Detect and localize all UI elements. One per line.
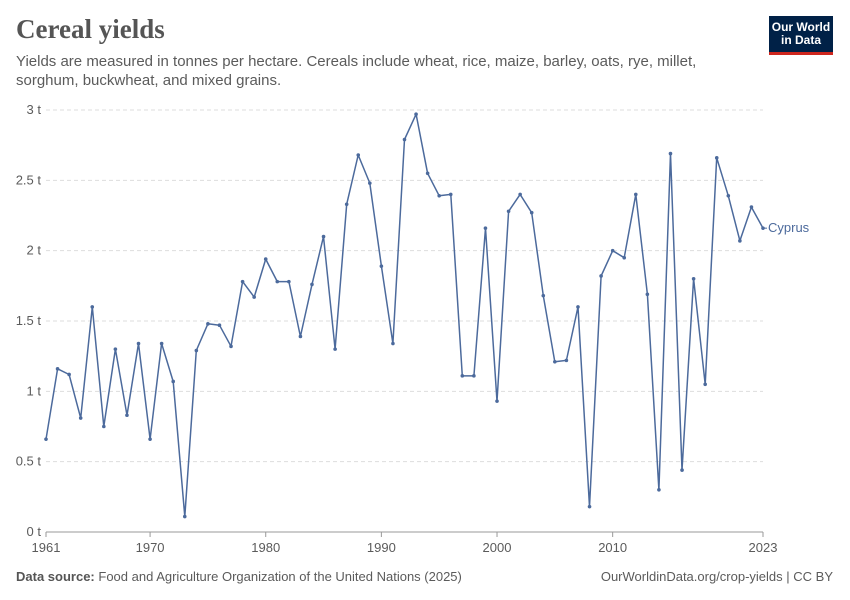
data-point — [379, 264, 384, 268]
series-label-cyprus: Cyprus — [768, 220, 810, 235]
data-point — [55, 367, 60, 371]
data-point — [356, 153, 361, 157]
data-point — [310, 282, 314, 287]
data-point — [217, 323, 222, 328]
data-point — [460, 374, 465, 378]
data-point — [622, 255, 627, 260]
data-point — [344, 202, 349, 207]
data-point — [333, 347, 337, 351]
data-point — [368, 181, 372, 185]
chart-subtitle: Yields are measured in tonnes per hectar… — [16, 53, 697, 89]
data-point — [425, 171, 430, 176]
data-point — [448, 192, 453, 197]
data-point — [495, 399, 499, 403]
data-point — [680, 468, 684, 472]
logo-line-2: in Data — [780, 33, 821, 47]
data-point — [136, 341, 141, 346]
data-point — [587, 504, 592, 509]
data-source-label: Data source: — [16, 569, 95, 584]
x-tick-label: 2010 — [598, 540, 627, 555]
data-point — [252, 295, 256, 299]
data-source: Data source: Food and Agriculture Organi… — [16, 569, 462, 584]
series-line-cyprus — [45, 113, 764, 518]
data-point — [541, 293, 546, 298]
data-point — [171, 379, 176, 384]
data-point — [657, 488, 661, 492]
x-tick-label: 2000 — [483, 540, 512, 555]
data-source-text: Food and Agriculture Organization of the… — [98, 569, 462, 584]
data-point — [159, 341, 164, 346]
data-point — [483, 226, 488, 230]
data-point — [668, 151, 673, 156]
data-point — [564, 358, 569, 363]
y-tick-label: 1.5 t — [16, 313, 42, 328]
data-point — [576, 305, 580, 309]
data-point — [518, 192, 522, 197]
data-point — [113, 347, 118, 351]
x-tick-label: 1980 — [251, 540, 280, 555]
data-point — [749, 205, 754, 209]
data-point — [738, 239, 742, 243]
data-point — [645, 292, 650, 297]
data-point — [182, 514, 187, 519]
data-point — [263, 257, 268, 261]
data-point — [553, 359, 557, 364]
y-tick-label: 3 t — [27, 102, 42, 117]
data-point — [391, 341, 395, 346]
data-point — [610, 248, 615, 253]
data-point — [529, 210, 534, 215]
x-tick-label: 1990 — [367, 540, 396, 555]
data-point — [714, 156, 719, 160]
data-point — [298, 334, 303, 339]
data-point — [67, 372, 71, 377]
x-tick-label: 1961 — [32, 540, 61, 555]
data-point — [44, 437, 48, 441]
data-point — [472, 374, 476, 378]
data-point — [321, 234, 326, 239]
data-point — [506, 209, 511, 214]
data-point — [275, 279, 280, 284]
y-tick-label: 2 t — [27, 243, 42, 258]
data-point — [148, 437, 152, 441]
chart-title: Cereal yields — [16, 14, 165, 44]
data-point — [633, 192, 638, 197]
data-point — [90, 305, 95, 309]
x-tick-label: 2023 — [749, 540, 778, 555]
data-point — [437, 194, 441, 198]
y-tick-label: 0.5 t — [16, 454, 42, 469]
data-point — [414, 112, 418, 117]
data-point — [761, 226, 765, 230]
logo-line-1: Our World — [771, 20, 831, 34]
data-point — [691, 277, 696, 281]
data-point — [599, 274, 603, 278]
data-point — [726, 194, 731, 198]
data-point — [194, 348, 199, 353]
x-tick-label: 1970 — [136, 540, 165, 555]
owid-logo[interactable]: Our World in Data — [769, 16, 833, 55]
data-point — [102, 424, 106, 429]
data-point — [240, 279, 245, 284]
data-point — [703, 382, 707, 387]
data-point — [287, 279, 291, 284]
source-link[interactable]: OurWorldinData.org/crop-yields | CC BY — [600, 569, 833, 584]
data-point — [229, 344, 233, 349]
data-point — [78, 416, 83, 420]
data-point — [206, 322, 210, 326]
y-tick-label: 1 t — [27, 383, 42, 398]
y-tick-label: 2.5 t — [16, 172, 42, 187]
data-point — [125, 413, 129, 418]
y-tick-label: 0 t — [27, 524, 42, 539]
data-point — [402, 137, 407, 142]
